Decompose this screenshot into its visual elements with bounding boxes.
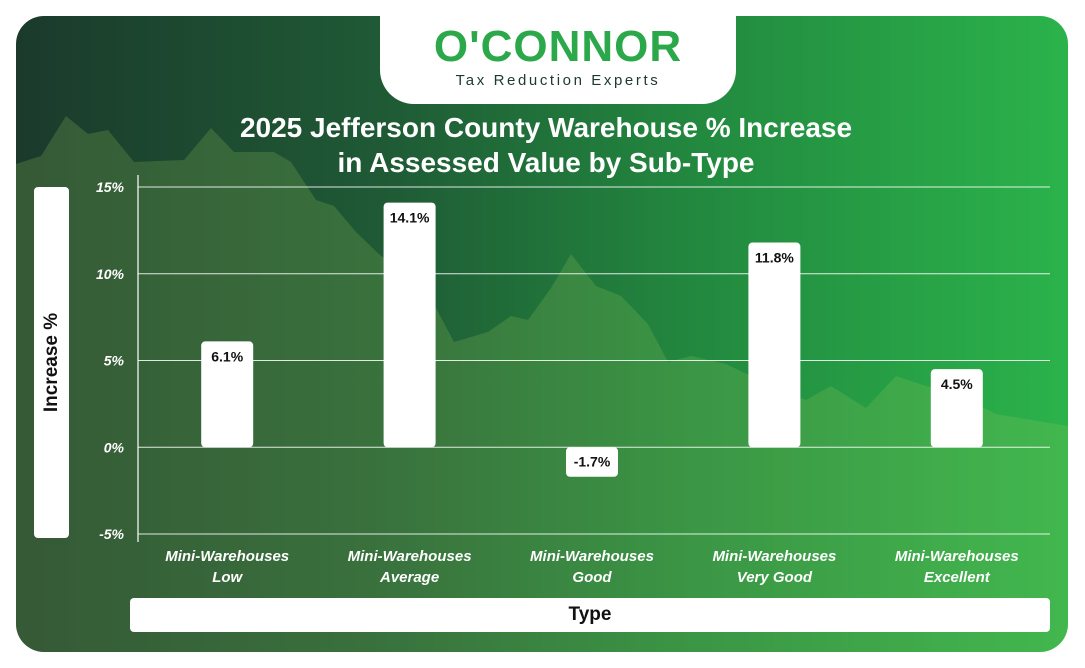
x-category-label: Low <box>212 569 243 586</box>
y-tick-label: -5% <box>99 526 124 542</box>
x-category-label: Mini-Warehouses <box>895 548 1019 565</box>
chart-title-line-1: 2025 Jefferson County Warehouse % Increa… <box>239 112 853 143</box>
background-mountain-silhouette <box>16 116 1068 652</box>
y-tick-label: 5% <box>104 353 125 369</box>
x-axis-label-box: Type <box>130 598 1050 632</box>
bar <box>748 242 801 448</box>
brand-tagline: Tax Reduction Experts <box>455 72 661 89</box>
x-category-label: Average <box>379 569 439 586</box>
x-category-label: Mini-Warehouses <box>165 548 289 565</box>
bar-chart-plot: 15% 10% 5% 0% -5% 6.1% Mini-Warehouses Low 14.1%… <box>96 175 1050 586</box>
chart-title-line-2: in Assessed Value by Sub-Type <box>337 147 755 178</box>
chart-title: 2025 Jefferson County Warehouse % Increa… <box>196 110 896 180</box>
y-tick-label: 0% <box>104 439 125 455</box>
y-axis-label-box: Increase % <box>34 187 69 538</box>
x-category-label: Very Good <box>737 569 813 586</box>
bar <box>566 447 618 477</box>
bar-value-label: 4.5% <box>941 376 973 392</box>
logo-tab: O'CONNOR Tax Reduction Experts <box>380 16 736 104</box>
brand-logo: O'CONNOR <box>433 22 683 71</box>
x-category-label: Mini-Warehouses <box>530 548 654 565</box>
bar <box>383 202 436 448</box>
bar-value-label: -1.7% <box>574 454 611 470</box>
bar-value-label: 14.1% <box>390 210 430 226</box>
bar-value-label: 6.1% <box>211 348 243 364</box>
x-axis-label: Type <box>568 604 612 625</box>
x-category-label: Mini-Warehouses <box>348 548 472 565</box>
chart-card: O'CONNOR Tax Reduction Experts 2025 Jeff… <box>16 16 1068 652</box>
y-tick-label: 10% <box>96 266 125 282</box>
x-category-label: Good <box>572 569 612 586</box>
x-category-label: Excellent <box>924 569 991 586</box>
x-category-label: Mini-Warehouses <box>712 548 836 565</box>
bar-value-label: 11.8% <box>755 250 794 266</box>
bar <box>201 341 254 448</box>
y-tick-label: 15% <box>96 179 125 195</box>
bar <box>930 369 983 448</box>
